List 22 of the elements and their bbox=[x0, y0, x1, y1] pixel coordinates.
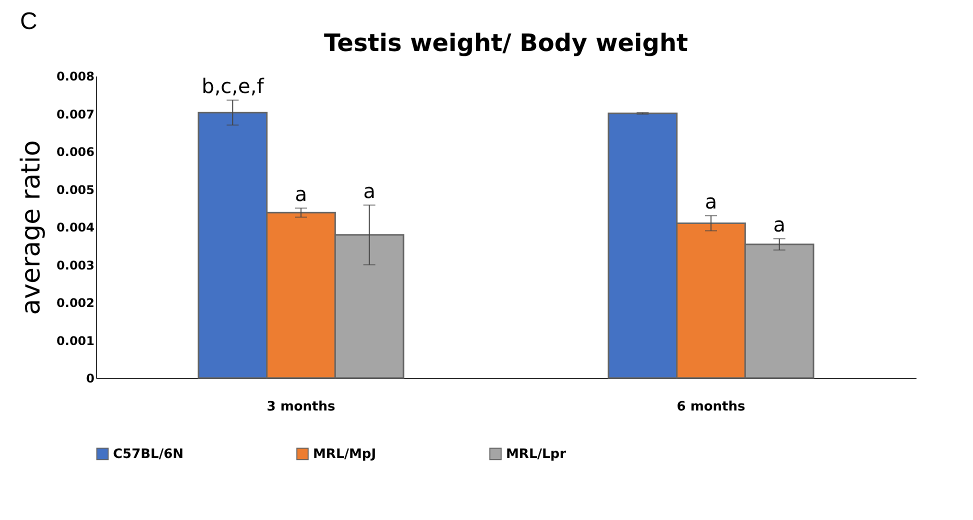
data-label: a bbox=[294, 182, 308, 206]
x-tick-label: 6 months bbox=[676, 400, 746, 414]
y-tick-label: 0.005 bbox=[56, 182, 94, 197]
text: C bbox=[20, 8, 38, 36]
data-label: b,c,e,f bbox=[202, 74, 265, 98]
y-tick-label: 0.002 bbox=[56, 296, 94, 310]
y-tick-label: 0.004 bbox=[56, 220, 94, 234]
y-tick-label: 0.008 bbox=[56, 70, 94, 84]
legend-label: C57BL/6N bbox=[113, 446, 184, 462]
y-tick-label: 0.006 bbox=[56, 145, 94, 159]
data-label: a bbox=[773, 212, 786, 237]
y-tick-label: 0 bbox=[86, 372, 94, 386]
y-tick-label: 0.007 bbox=[56, 107, 94, 122]
data-label: a bbox=[363, 179, 376, 204]
chart-title: Testis weight/ Body weight bbox=[324, 29, 688, 57]
y-tick-label: 0.001 bbox=[56, 334, 94, 348]
legend-label: MRL/Lpr bbox=[506, 446, 567, 462]
data-label: a bbox=[704, 190, 718, 214]
y-tick-label: 0.003 bbox=[56, 258, 94, 272]
y-axis-title: average ratio bbox=[16, 140, 47, 315]
legend-label: MRL/MpJ bbox=[313, 446, 376, 462]
x-tick-label: 3 months bbox=[266, 400, 336, 414]
